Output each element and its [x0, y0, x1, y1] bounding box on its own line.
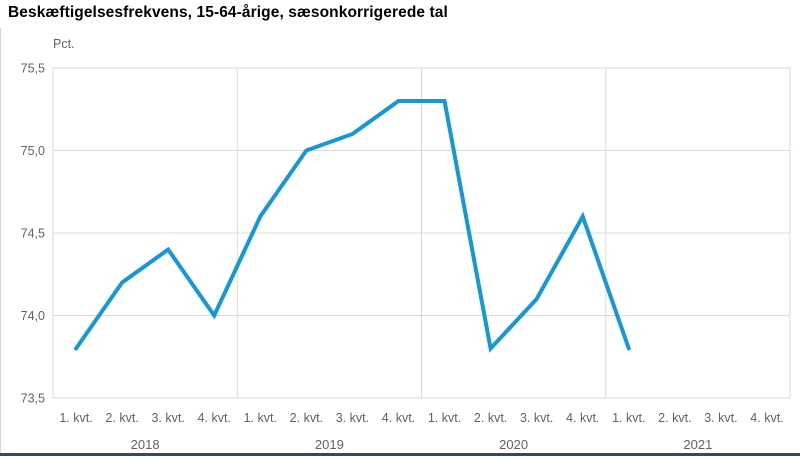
year-label: 2018	[131, 437, 160, 452]
x-tick-label: 4. kvt.	[382, 411, 415, 425]
y-tick-label: 73,5	[21, 392, 45, 406]
x-tick-label: 3. kvt.	[704, 411, 737, 425]
x-tick-label: 4. kvt.	[566, 411, 599, 425]
year-label: 2020	[499, 437, 528, 452]
x-tick-label: 2. kvt.	[658, 411, 691, 425]
employment-rate-line	[74, 99, 631, 353]
x-tick-label: 2. kvt.	[105, 411, 138, 425]
x-tick-label: 3. kvt.	[520, 411, 553, 425]
year-label: 2019	[315, 437, 344, 452]
y-tick-label: 75,5	[21, 62, 45, 76]
year-label: 2021	[683, 437, 712, 452]
y-tick-label: 75,0	[21, 144, 45, 158]
y-axis-unit-label: Pct.	[53, 37, 75, 51]
chart-title: Beskæftigelsesfrekvens, 15-64-årige, sæs…	[8, 4, 448, 21]
x-tick-label: 3. kvt.	[151, 411, 184, 425]
left-frame-divider	[0, 28, 1, 454]
x-tick-label: 1. kvt.	[612, 411, 645, 425]
x-tick-label: 3. kvt.	[336, 411, 369, 425]
x-tick-label: 4. kvt.	[198, 411, 231, 425]
y-tick-label: 74,5	[21, 227, 45, 241]
bottom-rule-divider	[0, 453, 800, 456]
y-tick-label: 74,0	[21, 309, 45, 323]
x-tick-label: 2. kvt.	[474, 411, 507, 425]
plot-border	[52, 67, 791, 399]
x-tick-label: 1. kvt.	[244, 411, 277, 425]
x-tick-label: 2. kvt.	[290, 411, 323, 425]
x-tick-label: 4. kvt.	[750, 411, 783, 425]
x-tick-label: 1. kvt.	[428, 411, 461, 425]
x-tick-label: 1. kvt.	[59, 411, 92, 425]
